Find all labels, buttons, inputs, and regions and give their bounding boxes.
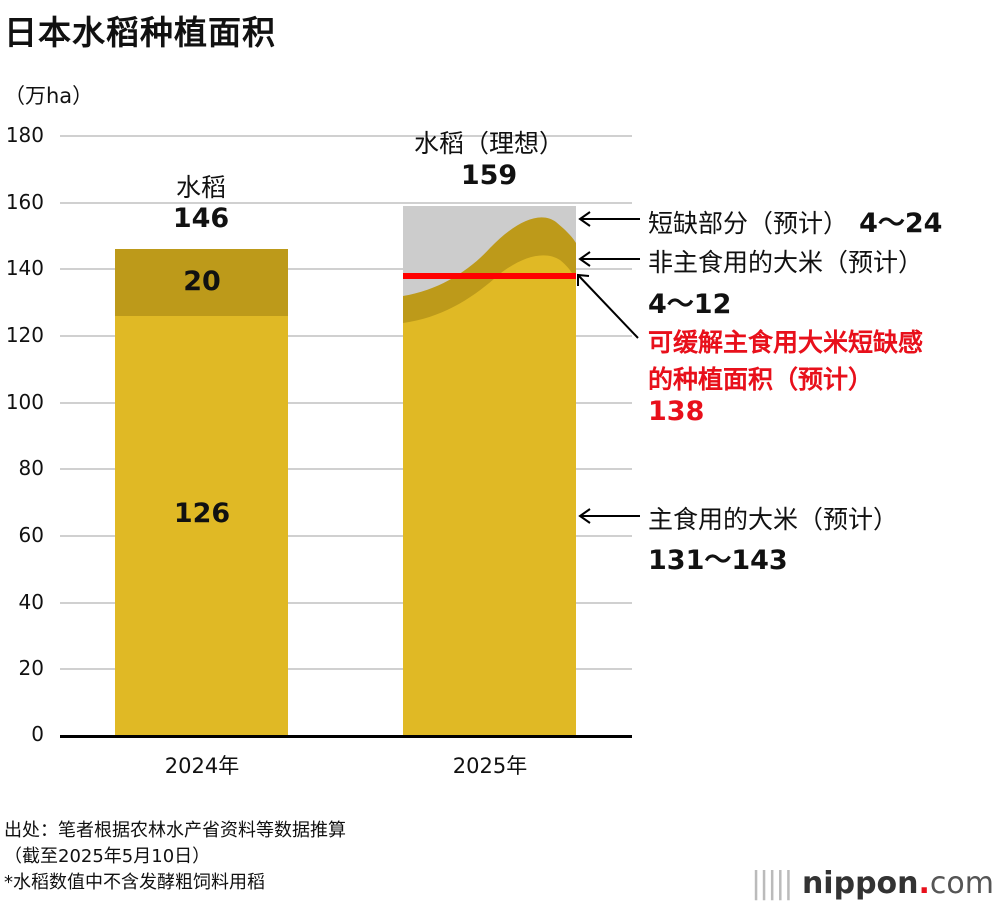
annotation-relief-line1: 可缓解主食用大米短缺感 [648,328,924,357]
y-tick: 0 [31,722,44,746]
y-tick: 140 [5,256,44,280]
annotation-staple-label: 主食用的大米（预计） [648,505,899,534]
bar-2025-label: 水稻（理想） [413,129,564,158]
gridline-160 [60,202,632,204]
y-axis-unit: （万ha） [4,84,94,108]
y-tick: 120 [5,323,44,347]
bar-2024-label: 水稻 [175,173,226,202]
chart-title: 日本水稻种植面积 [4,13,276,52]
bar-2024-upper-value: 20 [183,266,221,297]
footer-date: （截至2025年5月10日） [4,846,211,867]
y-tick: 180 [5,123,44,147]
bar-2024-staple [115,316,288,736]
footer-notes: 出处：笔者根据农林水产省资料等数据推算 （截至2025年5月10日） *水稻数值… [4,818,346,896]
logo-tld: com [929,866,994,901]
annotation-shortage: 短缺部分（预计） 4～24 [648,201,942,240]
x-label-2025: 2025年 [452,754,528,778]
gridline-180 [60,135,632,137]
shortage-label: 短缺部分（预计） [648,209,849,238]
shortage-value: 4～24 [859,208,943,239]
logo-bars-icon: ||||| [750,866,794,901]
bar-2025-staple [403,255,576,736]
logo-name: nippon [801,866,919,901]
gridline-120 [60,335,632,337]
annotation-relief-line2: 的种植面积（预计） [648,365,874,394]
y-tick: 100 [5,390,44,414]
bar-2024-nonstaple [115,249,288,316]
gridline-100 [60,402,632,404]
annotation-staple-value: 131～143 [648,545,788,576]
annotation-nonstaple-value: 4～12 [648,289,732,320]
y-tick: 60 [18,523,44,547]
bar-2024-total: 146 [172,203,230,234]
footer-source: 出处：笔者根据农林水产省资料等数据推算 [4,820,346,841]
y-tick: 20 [18,656,44,680]
gridline-80 [60,468,632,470]
reference-line-138 [403,273,576,279]
gridline-40 [60,602,632,604]
x-label-2024: 2024年 [164,754,240,778]
x-axis-line [60,735,632,738]
y-tick: 80 [18,456,44,480]
annotation-nonstaple-label: 非主食用的大米（预计） [648,248,924,277]
gridline-60 [60,535,632,537]
nippon-logo: ||||| nippon.com [751,866,994,901]
gridline-140 [60,268,632,270]
logo-dot: . [918,866,930,901]
bar-2024-lower-value: 126 [173,498,231,529]
y-tick: 40 [18,590,44,614]
y-tick: 160 [5,190,44,214]
annotation-relief-value: 138 [648,396,705,427]
bar-2025-total: 159 [460,160,518,191]
gridline-20 [60,668,632,670]
footer-note: *水稻数值中不含发酵粗饲料用稻 [4,872,265,893]
